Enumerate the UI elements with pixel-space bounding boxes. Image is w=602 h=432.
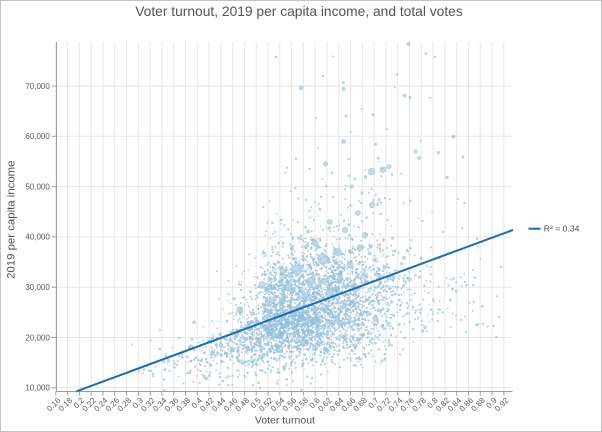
- svg-text:60,000: 60,000: [25, 132, 50, 141]
- svg-text:20,000: 20,000: [25, 333, 50, 342]
- svg-text:10,000: 10,000: [25, 384, 50, 393]
- svg-text:R² = 0.34: R² = 0.34: [544, 224, 580, 234]
- svg-text:Voter turnout: Voter turnout: [255, 414, 315, 426]
- svg-text:2019 per capita income: 2019 per capita income: [5, 160, 17, 278]
- svg-text:30,000: 30,000: [25, 283, 50, 292]
- svg-text:70,000: 70,000: [25, 82, 50, 91]
- svg-text:0.92: 0.92: [493, 396, 511, 414]
- svg-text:50,000: 50,000: [25, 182, 50, 191]
- svg-text:40,000: 40,000: [25, 233, 50, 242]
- svg-text:Voter turnout, 2019 per capita: Voter turnout, 2019 per capita income, a…: [135, 4, 463, 19]
